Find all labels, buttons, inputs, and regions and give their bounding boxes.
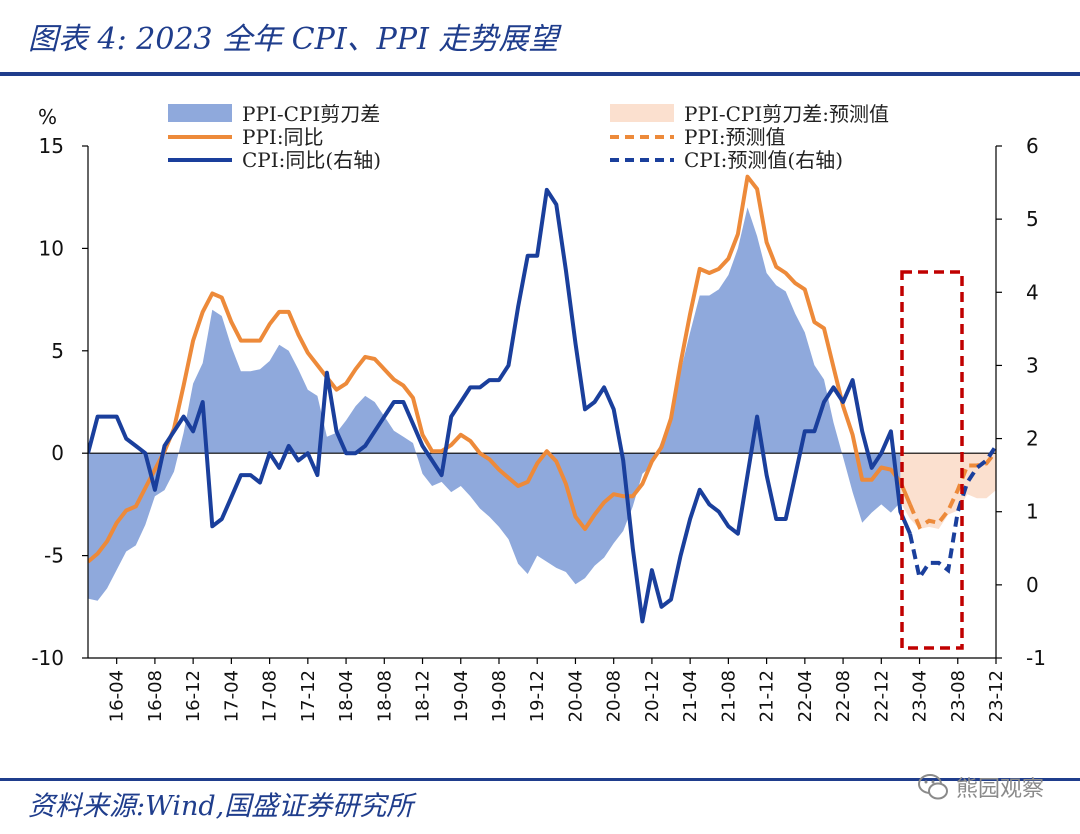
x-tick-label: 19-08 [489, 670, 510, 722]
y-left-tick-label: -5 [44, 544, 64, 568]
x-tick-label: 22-08 [833, 670, 854, 722]
legend-swatch-spread [168, 104, 232, 122]
legend-label-ppi: PPI:同比 [242, 125, 324, 149]
x-tick-label: 21-12 [757, 670, 778, 722]
watermark: 熊园观察 [916, 770, 1044, 804]
x-tick-label: 16-12 [183, 670, 204, 722]
legend-label-spread_forecast: PPI-CPI剪刀差:预测值 [684, 102, 889, 126]
ppi-forecast-line [908, 449, 996, 530]
forecast-highlight-box [900, 270, 964, 650]
legend-label-cpi: CPI:同比(右轴) [242, 148, 381, 172]
legend-label-spread: PPI-CPI剪刀差 [242, 102, 380, 126]
plot-area [88, 174, 996, 624]
x-tick-label: 18-04 [336, 670, 357, 722]
x-tick-label: 19-12 [527, 670, 548, 722]
y-right-tick-label: 0 [1026, 573, 1039, 597]
x-tick-label: 16-08 [145, 670, 166, 722]
wechat-icon [917, 774, 948, 800]
x-tick-label: 16-04 [107, 670, 128, 722]
x-tick-label: 22-12 [871, 670, 892, 722]
cpi-line [88, 187, 912, 624]
page-title: 图表 4: 2023 全年 CPI、PPI 走势展望 [28, 22, 559, 57]
x-tick-label: 23-12 [986, 670, 1007, 722]
x-tick-label: 22-04 [795, 670, 816, 722]
watermark-text: 熊园观察 [955, 777, 1044, 802]
y-left-tick-label: -10 [31, 646, 64, 670]
y-right-tick-label: -1 [1026, 646, 1046, 670]
y-right-tick-label: 5 [1026, 207, 1039, 231]
x-tick-label: 18-12 [413, 670, 434, 722]
x-tick-label: 20-12 [642, 670, 663, 722]
x-tick-label: 20-08 [604, 670, 625, 722]
x-tick-label: 21-04 [680, 670, 701, 722]
ppi-line [88, 174, 912, 564]
x-tick-label: 21-08 [718, 670, 739, 722]
spread-area [88, 207, 901, 601]
source-note: 资料来源:Wind,国盛证券研究所 [28, 791, 414, 822]
y-right-tick-label: 1 [1026, 500, 1039, 524]
x-tick-label: 19-04 [451, 670, 472, 722]
x-tick-label: 17-04 [221, 670, 242, 722]
legend-label-ppi_forecast: PPI:预测值 [684, 125, 786, 149]
y-left-tick-label: 5 [51, 339, 64, 363]
y-left-tick-label: 0 [51, 441, 64, 465]
unit-label: % [38, 105, 57, 129]
legend-label-cpi_forecast: CPI:预测值(右轴) [684, 148, 843, 172]
cpi-forecast-line [908, 444, 996, 583]
y-right-tick-label: 2 [1026, 427, 1039, 451]
y-right-tick-label: 3 [1026, 353, 1039, 377]
top-rule [0, 72, 1080, 76]
legend-swatch-spread_forecast [610, 104, 674, 122]
y-left-tick-label: 10 [39, 236, 64, 260]
y-left-tick-label: 15 [39, 134, 64, 158]
y-right-tick-label: 4 [1026, 280, 1039, 304]
y-right-tick-label: 6 [1026, 134, 1039, 158]
x-tick-label: 23-04 [910, 670, 931, 722]
x-tick-label: 17-08 [260, 670, 281, 722]
x-tick-label: 17-12 [298, 670, 319, 722]
bottom-rule [0, 778, 1080, 781]
x-tick-label: 23-08 [948, 670, 969, 722]
x-tick-label: 18-08 [374, 670, 395, 722]
x-tick-label: 20-04 [565, 670, 586, 722]
